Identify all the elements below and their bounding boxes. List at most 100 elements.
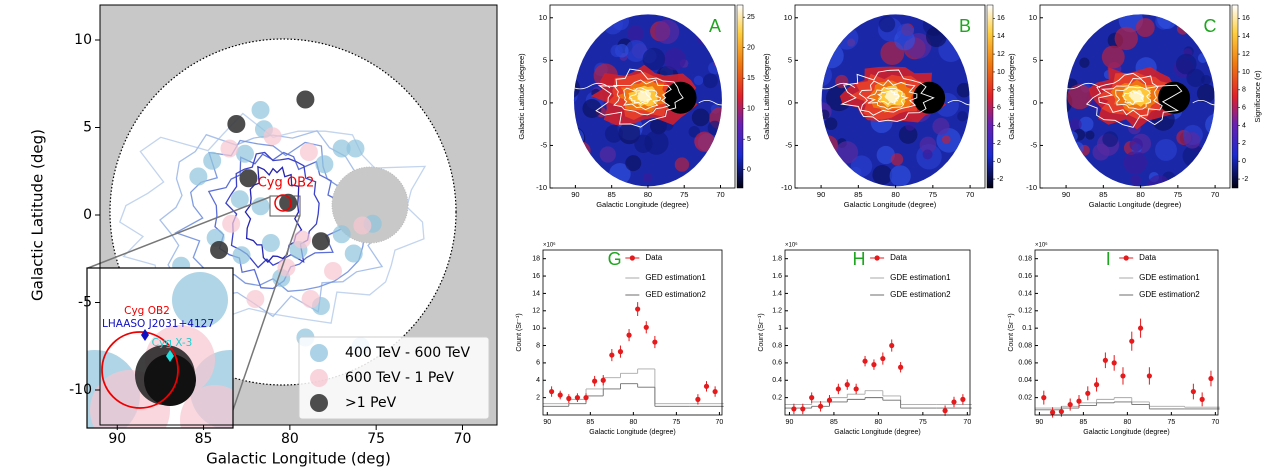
map-noise [804, 19, 815, 30]
legend-label: GED estimation1 [645, 273, 706, 282]
map-noise [934, 14, 957, 19]
map-noise [573, 77, 580, 99]
map-noise [675, 3, 685, 13]
data-point [1041, 395, 1047, 401]
map-noise [850, 166, 862, 179]
map-noise [1194, 156, 1215, 178]
map-noise [573, 60, 576, 70]
map-noise [644, 130, 669, 155]
data-point [1208, 375, 1214, 382]
y-tick-label: 0.08 [1018, 342, 1032, 349]
contour [1098, 78, 1163, 117]
data-point [210, 241, 229, 259]
colorbar-tick-label: 10 [997, 69, 1005, 76]
y-tick-label: 0.02 [1018, 394, 1032, 401]
panel-label: H [853, 249, 866, 269]
data-point [1199, 396, 1205, 402]
map-noise [896, 23, 914, 41]
legend-marker [310, 369, 328, 387]
colorbar-tick-label: 20 [747, 45, 755, 52]
x-tick-label: 90 [571, 190, 579, 199]
significance-map: 0 5 10 15 20 25 A 90 85 80 75 70 -10 -5 0 5 10 Galactic L… [517, 3, 755, 209]
map-noise [625, 155, 642, 172]
y-tick-label: 4 [536, 377, 540, 384]
map-noise [560, 26, 571, 37]
x-tick-label: 80 [891, 190, 899, 199]
data-point [301, 290, 320, 308]
y-tick-label: 5 [543, 55, 547, 64]
x-tick-label: 90 [817, 190, 825, 199]
x-tick-label: 85 [195, 431, 213, 447]
map-noise [925, 26, 947, 48]
x-tick-label: 90 [108, 431, 126, 447]
map-noise [1157, 14, 1178, 29]
masked-region [331, 166, 409, 244]
legend-label: 600 TeV - 1 PeV [345, 370, 454, 386]
data-point [261, 234, 280, 252]
map-noise [922, 149, 933, 160]
plot-frame [542, 249, 723, 416]
contour [174, 139, 366, 292]
panel-label: G [608, 249, 622, 269]
map-noise [854, 14, 868, 15]
map-noise [599, 146, 616, 163]
inset-annotation: Cyg OB2 [124, 305, 170, 317]
y-tick-label: 0.8 [772, 342, 782, 349]
zoom-line [87, 196, 271, 269]
data-point [1076, 398, 1082, 404]
map-noise [835, 74, 849, 89]
plane-contour [794, 82, 982, 106]
y-tick-label: -5 [78, 295, 92, 311]
map-noise [694, 131, 715, 152]
data-point [232, 246, 251, 265]
map-noise [552, 62, 566, 76]
plane-contour [1039, 82, 1227, 106]
contour [119, 112, 427, 324]
data-point [1129, 338, 1135, 344]
y-tick-label: 0 [83, 207, 92, 223]
plot-frame [1039, 4, 1231, 189]
x-axis-label: Galactic Longitude (degree) [844, 200, 937, 209]
map-image [545, 3, 722, 187]
plot-frame [549, 4, 736, 189]
legend-label: GDE estimation1 [1139, 273, 1200, 282]
data-point [600, 377, 606, 383]
map-noise [1079, 57, 1090, 68]
data-point [1146, 373, 1152, 379]
data-point [346, 139, 365, 158]
colorbar-tick-label: -2 [1242, 176, 1248, 183]
map-noise [789, 34, 813, 58]
data-point [635, 306, 641, 312]
map-noise [957, 110, 968, 122]
y-tick-label: 1.4 [772, 290, 782, 297]
annotation: Cyg OB2 [258, 176, 315, 191]
contour [159, 129, 392, 318]
x-tick-label: 70 [716, 419, 724, 426]
contour [858, 79, 918, 116]
map-noise [545, 136, 571, 162]
map-noise [674, 157, 690, 172]
x-tick-label: 75 [1174, 190, 1182, 199]
map-noise [642, 172, 653, 183]
y-axis-label: Galactic Latitude (degree) [517, 53, 526, 140]
masked-region [664, 81, 697, 114]
map-noise [552, 44, 569, 61]
x-tick-label: 85 [1099, 190, 1107, 199]
map-noise [573, 128, 585, 147]
data-point [292, 230, 311, 249]
x-tick-label: 75 [672, 419, 680, 426]
y-tick-label: 1.8 [772, 256, 782, 263]
data-point [826, 397, 833, 403]
y-tick-label: -10 [69, 382, 92, 398]
profile: Data GDE estimation1 GDE estimation2 I ×10⁶ 9… [1008, 242, 1220, 436]
contour [866, 86, 909, 110]
axis-multiplier: ×10⁶ [543, 242, 556, 249]
y-tick-label: -5 [540, 140, 547, 149]
y-tick-label: 1 [778, 325, 782, 332]
y-tick-label: -10 [536, 183, 547, 192]
colorbar-tick-label: 10 [747, 106, 755, 113]
colorbar-tick-label: 0 [997, 158, 1001, 165]
map-noise [1085, 130, 1095, 140]
map-noise [1066, 14, 1069, 31]
x-tick-label: 85 [607, 190, 615, 199]
